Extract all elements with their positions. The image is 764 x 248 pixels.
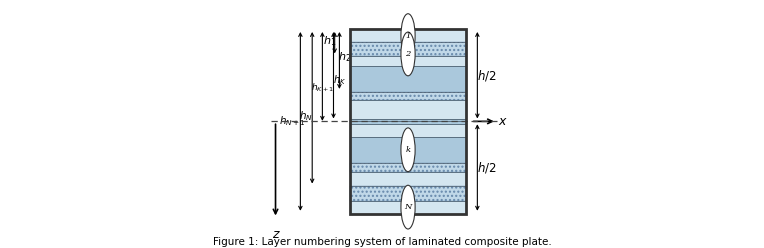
Text: $z$: $z$ [272,228,281,241]
Bar [350,201,466,214]
Text: $h_{K+1}$: $h_{K+1}$ [311,82,334,94]
Text: $h_1$: $h_1$ [323,34,337,48]
Ellipse shape [401,32,415,76]
Bar [350,121,466,124]
Bar [350,172,466,186]
Text: $h/2$: $h/2$ [477,160,496,175]
Bar [350,42,466,56]
Bar [350,137,466,163]
Ellipse shape [401,185,415,229]
Text: 1: 1 [406,31,411,40]
Bar [350,66,466,92]
Bar [350,124,466,137]
Text: $h/2$: $h/2$ [477,68,496,83]
Bar [350,29,466,214]
Text: 2: 2 [406,50,411,58]
Text: $h_N$: $h_N$ [299,109,313,123]
Bar [350,29,466,42]
Text: N: N [404,203,412,211]
Ellipse shape [401,14,415,58]
Text: k: k [406,146,410,154]
Text: $h_K$: $h_K$ [333,73,346,87]
Bar [350,92,466,100]
Bar [350,100,466,119]
Bar [350,29,466,214]
Text: $h_2$: $h_2$ [338,50,351,64]
Text: $x$: $x$ [498,115,508,128]
Text: $h_{N+1}$: $h_{N+1}$ [280,115,306,128]
Bar [350,186,466,201]
Text: Figure 1: Layer numbering system of laminated composite plate.: Figure 1: Layer numbering system of lami… [212,237,552,247]
Bar [350,56,466,66]
Bar [350,119,466,121]
Ellipse shape [401,128,415,172]
Bar [350,163,466,172]
